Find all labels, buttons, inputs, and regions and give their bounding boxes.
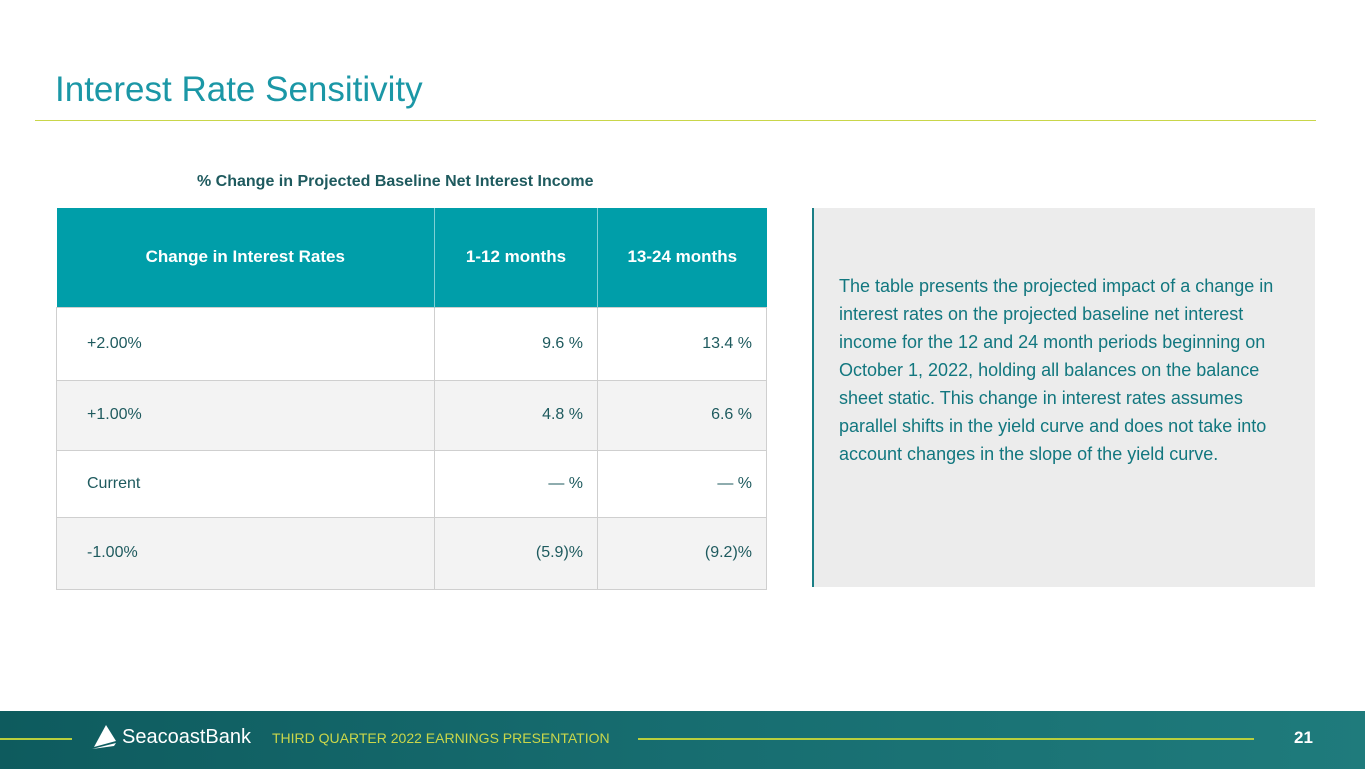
cell: Current [56,449,435,518]
explanation-panel: The table presents the projected impact … [812,208,1315,587]
cell: 6.6 % [597,379,767,451]
table-row: -1.00% (5.9)% (9.2)% [56,516,767,590]
table-row: Current — % — % [56,449,767,518]
cell: — % [597,449,767,518]
page-number: 21 [1294,728,1313,747]
logo-text: SeacoastBank [122,725,251,748]
footer: SeacoastBank THIRD QUARTER 2022 EARNINGS… [0,711,1365,769]
cell: -1.00% [56,516,435,590]
header-1-12: 1-12 months [434,208,598,307]
footer-line-right [638,738,1254,740]
explanation-text: The table presents the projected impact … [839,276,1274,464]
footer-line-left [0,738,72,740]
page-title: Interest Rate Sensitivity [55,70,423,109]
header-change: Change in Interest Rates [56,208,435,307]
rate-sensitivity-table: Change in Interest Rates 1-12 months 13-… [56,208,767,590]
table-row: +2.00% 9.6 % 13.4 % [56,306,767,381]
sail-icon [92,725,116,749]
seacoast-logo: SeacoastBank [90,723,251,751]
cell: 4.8 % [434,379,598,451]
cell: (5.9)% [434,516,598,590]
table-caption: % Change in Projected Baseline Net Inter… [197,173,594,190]
title-divider [35,120,1316,121]
cell: 9.6 % [434,306,598,381]
cell: 13.4 % [597,306,767,381]
cell: (9.2)% [597,516,767,590]
cell: — % [434,449,598,518]
presentation-title: THIRD QUARTER 2022 EARNINGS PRESENTATION [272,730,610,746]
cell: +1.00% [56,379,435,451]
table-row: +1.00% 4.8 % 6.6 % [56,379,767,451]
header-13-24: 13-24 months [597,208,767,307]
table-header-row: Change in Interest Rates 1-12 months 13-… [56,208,767,307]
cell: +2.00% [56,306,435,381]
